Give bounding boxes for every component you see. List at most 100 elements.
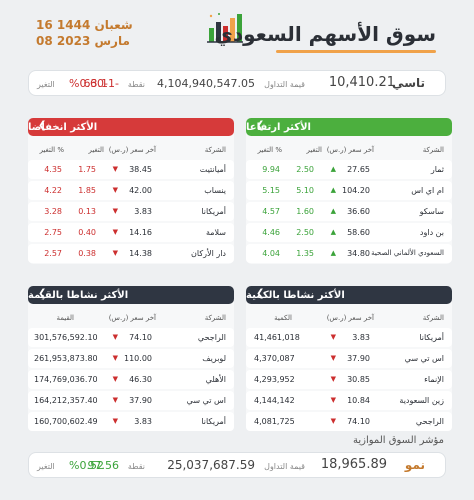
col-company: الشركة <box>422 314 444 322</box>
top-gainers-header[interactable]: الأكثر ارتفاعا ❯ <box>246 118 452 136</box>
change-pct: 9.94 <box>262 165 280 174</box>
traded-value: 160,700,602.49 <box>34 417 98 426</box>
up-triangle-icon: ▲ <box>330 186 336 194</box>
change-pct: 4.22 <box>44 186 62 195</box>
last-price: 14.38 <box>129 249 152 258</box>
company-name: سلامة <box>205 228 226 237</box>
quantity: 4,370,087 <box>254 354 295 363</box>
last-price: 58.60 <box>347 228 370 237</box>
table-row[interactable]: اس تي سي 37.90 ▼ 4,370,087 <box>246 349 452 368</box>
table-row[interactable]: ينساب 42.00 ▼ 1.85 4.22 <box>28 181 234 200</box>
company-name: الراجحي <box>415 417 444 426</box>
top-losers-panel: الأكثر انخفاضا ❯ الشركة آخر سعر (ر.س) ال… <box>28 118 234 264</box>
col-change: التغير <box>88 146 104 154</box>
table-row[interactable]: ساسكو 36.60 ▲ 1.60 4.57 <box>246 202 452 221</box>
most-active-value-panel: الأكثر نشاطا بالقيمة ❯ الشركة آخر سعر (ر… <box>28 286 234 431</box>
last-price: 38.45 <box>129 165 152 174</box>
last-price: 3.83 <box>134 207 152 216</box>
page-title: سوق الأسهم السعودي <box>214 22 436 46</box>
table-row[interactable]: سلامة 14.16 ▼ 0.40 2.75 <box>28 223 234 242</box>
down-triangle-icon: ▼ <box>112 186 118 194</box>
col-company: الشركة <box>204 314 226 322</box>
last-price: 36.60 <box>347 207 370 216</box>
table-row[interactable]: الأهلي 46.30 ▼ 174,769,036.70 <box>28 370 234 389</box>
company-name: أميانتيت <box>199 165 226 174</box>
top-gainers-title: الأكثر ارتفاعا <box>246 121 311 133</box>
last-price: 37.90 <box>347 354 370 363</box>
table-row[interactable]: زين السعودية 10.84 ▼ 4,144,142 <box>246 391 452 410</box>
bar-chart-logo-icon <box>205 10 245 46</box>
table-row[interactable]: السعودي الألماني الصحية 34.80 ▲ 1.35 4.0… <box>246 244 452 263</box>
tasi-summary: تاسي 10,410.21 قيمة التداول 4,104,940,54… <box>28 70 446 96</box>
change: 1.75 <box>78 165 96 174</box>
down-triangle-icon: ▼ <box>330 396 336 404</box>
down-triangle-icon: ▼ <box>330 375 336 383</box>
change: 0.13 <box>78 207 96 216</box>
table-row[interactable]: دار الأركان 14.38 ▼ 0.38 2.57 <box>28 244 234 263</box>
quantity: 41,461,018 <box>254 333 300 342</box>
last-price: 10.84 <box>347 396 370 405</box>
down-triangle-icon: ▼ <box>330 354 336 362</box>
down-triangle-icon: ▼ <box>330 417 336 425</box>
change: 5.10 <box>296 186 314 195</box>
table-row[interactable]: الراجحي 74.10 ▼ 301,576,592.10 <box>28 328 234 347</box>
top-losers-header[interactable]: الأكثر انخفاضا ❯ <box>28 118 234 136</box>
change-pct: 2.57 <box>44 249 62 258</box>
down-triangle-icon: ▼ <box>112 207 118 215</box>
tasi-turnover-label: قيمة التداول <box>264 80 305 89</box>
company-name: ثمار <box>430 165 444 174</box>
last-price: 42.00 <box>129 186 152 195</box>
table-row[interactable]: أمريكانا 3.83 ▼ 160,700,602.49 <box>28 412 234 431</box>
col-company: الشركة <box>204 146 226 154</box>
company-name: اس تي سي <box>186 396 226 405</box>
table-row[interactable]: بن داود 58.60 ▲ 2.50 4.46 <box>246 223 452 242</box>
last-price: 3.83 <box>352 333 370 342</box>
table-row[interactable]: أميانتيت 38.45 ▼ 1.75 4.35 <box>28 160 234 179</box>
col-quantity: الكمية <box>274 314 292 322</box>
down-triangle-icon: ▼ <box>112 165 118 173</box>
down-triangle-icon: ▼ <box>112 354 118 362</box>
change: 0.38 <box>78 249 96 258</box>
tasi-value: 10,410.21 <box>328 75 395 90</box>
nomu-turnover: 25,037,687.59 <box>167 458 255 472</box>
up-triangle-icon: ▲ <box>330 228 336 236</box>
company-name: زين السعودية <box>399 396 444 405</box>
table-row[interactable]: ام اي اس 104.20 ▲ 5.10 5.15 <box>246 181 452 200</box>
nomu-change-label: التغير <box>37 462 55 471</box>
most-active-value-header[interactable]: الأكثر نشاطا بالقيمة ❯ <box>28 286 234 304</box>
table-row[interactable]: الراجحي 74.10 ▼ 4,081,725 <box>246 412 452 431</box>
most-active-volume-header[interactable]: الأكثر نشاطا بالكمية ❯ <box>246 286 452 304</box>
company-name: السعودي الألماني الصحية <box>371 249 444 257</box>
table-row[interactable]: لوبريف 110.00 ▼ 261,953,873.80 <box>28 349 234 368</box>
change: 1.85 <box>78 186 96 195</box>
change-pct: 4.04 <box>262 249 280 258</box>
col-last-price: آخر سعر (ر.س) <box>326 314 374 322</box>
company-name: أمريكانا <box>201 207 226 216</box>
last-price: 110.00 <box>124 354 152 363</box>
company-name: أمريكانا <box>201 417 226 426</box>
table-row[interactable]: ثمار 27.65 ▲ 2.50 9.94 <box>246 160 452 179</box>
up-triangle-icon: ▲ <box>330 165 336 173</box>
change: 1.35 <box>296 249 314 258</box>
company-name: الإنماء <box>424 375 444 384</box>
table-row[interactable]: أمريكانا 3.83 ▼ 0.13 3.28 <box>28 202 234 221</box>
nomu-points: 97.56 <box>87 459 120 472</box>
nomu-points-label: نقطة <box>127 462 145 471</box>
last-price: 46.30 <box>129 375 152 384</box>
date-gregorian: 08 مارس 2023 <box>36 34 130 48</box>
down-triangle-icon: ▼ <box>112 396 118 404</box>
nomu-value: 18,965.89 <box>320 457 387 472</box>
change: 2.50 <box>296 228 314 237</box>
tasi-points-label: نقطة <box>127 80 145 89</box>
col-last-price: آخر سعر (ر.س) <box>108 314 156 322</box>
company-name: ينساب <box>204 186 226 195</box>
table-row[interactable]: الإنماء 30.85 ▼ 4,293,952 <box>246 370 452 389</box>
company-name: ام اي اس <box>411 186 444 195</box>
down-triangle-icon: ▼ <box>112 228 118 236</box>
traded-value: 261,953,873.80 <box>34 354 98 363</box>
company-name: دار الأركان <box>191 249 226 258</box>
change-pct: 4.35 <box>44 165 62 174</box>
table-row[interactable]: اس تي سي 37.90 ▼ 164,212,357.40 <box>28 391 234 410</box>
table-row[interactable]: أمريكانا 3.83 ▼ 41,461,018 <box>246 328 452 347</box>
change-pct: 2.75 <box>44 228 62 237</box>
